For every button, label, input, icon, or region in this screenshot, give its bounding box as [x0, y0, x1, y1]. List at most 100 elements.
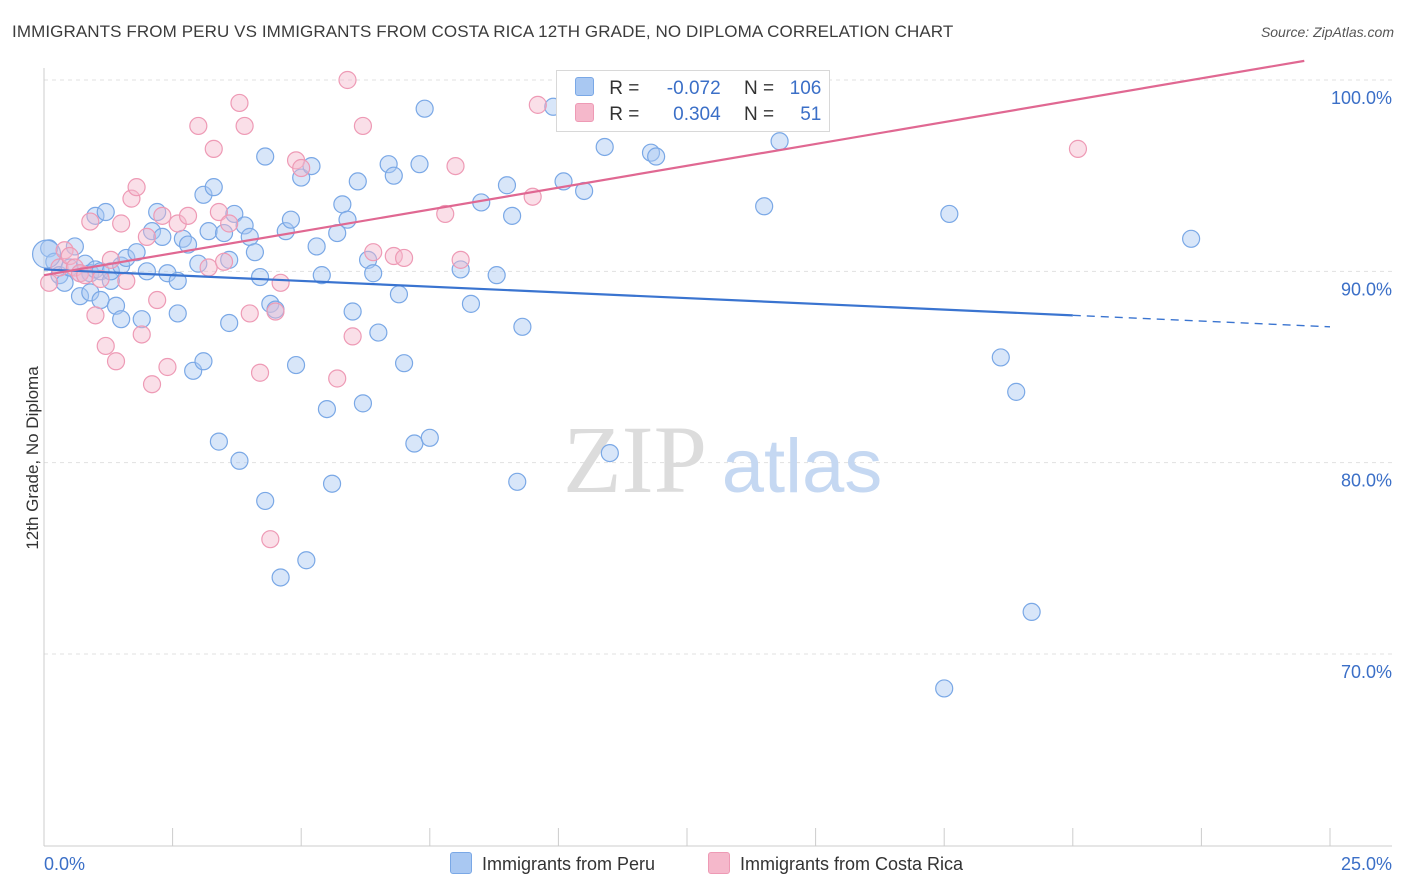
costa-rica-point-51 — [528, 95, 547, 114]
peru-point-61 — [312, 266, 331, 285]
costa-rica-point-25 — [189, 116, 208, 136]
peru-point-97 — [755, 197, 774, 216]
costa-rica-point-21 — [153, 206, 172, 225]
costa-rica-point-29 — [214, 252, 234, 271]
costa-rica-point-7 — [81, 212, 100, 231]
peru-point-76 — [394, 354, 414, 373]
legend-costa-rica-swatch — [708, 852, 730, 874]
peru-point-23 — [132, 310, 151, 329]
peru-point-73 — [379, 155, 398, 174]
costa-rica-point-48 — [446, 157, 465, 176]
costa-rica-point-24 — [178, 206, 198, 225]
peru-point-101 — [991, 348, 1010, 367]
peru-point-24 — [137, 262, 156, 281]
peru-point-44 — [230, 451, 249, 470]
peru-point-49 — [256, 147, 275, 166]
peru-point-46 — [240, 227, 259, 246]
peru-point-47 — [245, 243, 265, 262]
peru-point-12 — [86, 206, 105, 225]
peru-r-value: -0.072 — [666, 78, 721, 99]
peru-point-42 — [220, 313, 239, 333]
peru-point-77 — [405, 434, 424, 453]
peru-point-27 — [153, 227, 172, 246]
legend-costa-rica-label: Immigrants from Costa Rica — [740, 854, 964, 874]
costa-rica-point-12 — [106, 352, 126, 371]
costa-rica-point-27 — [204, 139, 223, 158]
costa-rica-point-20 — [148, 290, 167, 310]
peru-r-label: R = — [609, 78, 640, 99]
peru-point-86 — [503, 206, 522, 225]
peru-point-85 — [497, 176, 517, 195]
legend-item-costa-rica[interactable]: Immigrants from Costa Rica — [708, 852, 963, 875]
costa-rica-point-18 — [137, 227, 156, 246]
peru-point-3 — [55, 273, 74, 292]
peru-point-78 — [410, 155, 429, 174]
y-tick-label-1: 90.0% — [1341, 279, 1392, 299]
costa-rica-point-23 — [168, 214, 187, 233]
stats-legend-row-costa-rica: R = 0.304 N = 51 — [575, 103, 821, 127]
stats-legend: R = -0.072 N = 106 R = 0.304 N = 51 — [556, 70, 830, 132]
gridlines — [44, 79, 1392, 655]
peru-point-93 — [595, 137, 614, 157]
costa-rica-point-32 — [235, 116, 254, 136]
peru-point-45 — [235, 216, 254, 235]
peru-point-13 — [91, 290, 110, 310]
watermark-atlas: atlas — [722, 424, 883, 509]
costa-rica-point-13 — [112, 214, 131, 233]
costa-rica-r-label: R = — [609, 104, 640, 125]
costa-rica-point-33 — [240, 304, 259, 323]
peru-point-18 — [106, 296, 126, 315]
costa-rica-swatch — [575, 103, 594, 122]
peru-point-39 — [209, 432, 228, 451]
costa-rica-n-value: 51 — [800, 104, 822, 125]
peru-point-94 — [600, 444, 619, 463]
peru-point-82 — [461, 294, 481, 313]
peru-point-80 — [420, 428, 439, 447]
costa-rica-point-41 — [338, 70, 357, 90]
peru-trend-line-extension — [1072, 314, 1331, 328]
peru-point-100 — [940, 204, 959, 224]
peru-point-28 — [158, 264, 177, 283]
peru-point-38 — [204, 178, 223, 197]
peru-point-57 — [292, 168, 311, 187]
costa-rica-point-26 — [199, 258, 218, 277]
peru-point-32 — [178, 235, 198, 254]
data-points — [31, 70, 1201, 698]
costa-rica-point-19 — [142, 375, 162, 394]
costa-rica-r-value: 0.304 — [673, 104, 721, 125]
peru-point-60 — [307, 237, 326, 256]
costa-rica-point-2 — [55, 241, 74, 260]
peru-point-87 — [508, 472, 527, 491]
axes: 100.0% 90.0% 80.0% 70.0% 0.0% 25.0% — [43, 68, 1392, 874]
costa-rica-point-17 — [132, 325, 151, 344]
peru-n-value: 106 — [789, 78, 822, 99]
peru-point-71 — [364, 264, 383, 283]
peru-point-10 — [81, 283, 100, 302]
peru-point-50 — [256, 491, 275, 511]
x-tick-label-1: 25.0% — [1341, 854, 1392, 874]
peru-point-36 — [194, 185, 213, 204]
costa-rica-point-30 — [220, 214, 239, 233]
peru-trend-line — [43, 268, 1073, 317]
costa-rica-point-31 — [230, 93, 249, 113]
peru-point-9 — [70, 287, 90, 306]
peru-point-58 — [297, 551, 316, 570]
peru-point-40 — [214, 223, 234, 243]
costa-rica-point-46 — [394, 248, 414, 268]
costa-rica-trend-line — [43, 59, 1305, 277]
peru-point-22 — [127, 243, 146, 262]
costa-rica-point-14 — [117, 271, 136, 290]
peru-point-88 — [513, 317, 532, 336]
peru-point-30 — [168, 304, 187, 323]
costa-rica-point-44 — [364, 243, 383, 262]
costa-rica-point-40 — [328, 369, 347, 388]
costa-rica-point-0 — [40, 273, 59, 292]
legend-item-peru[interactable]: Immigrants from Peru — [450, 852, 655, 875]
costa-rica-point-8 — [86, 306, 105, 325]
costa-rica-point-47 — [436, 204, 455, 224]
peru-point-98 — [770, 132, 789, 151]
costa-rica-point-10 — [96, 336, 115, 356]
costa-rica-point-22 — [158, 357, 177, 377]
x-tick-label-0: 0.0% — [44, 854, 85, 874]
